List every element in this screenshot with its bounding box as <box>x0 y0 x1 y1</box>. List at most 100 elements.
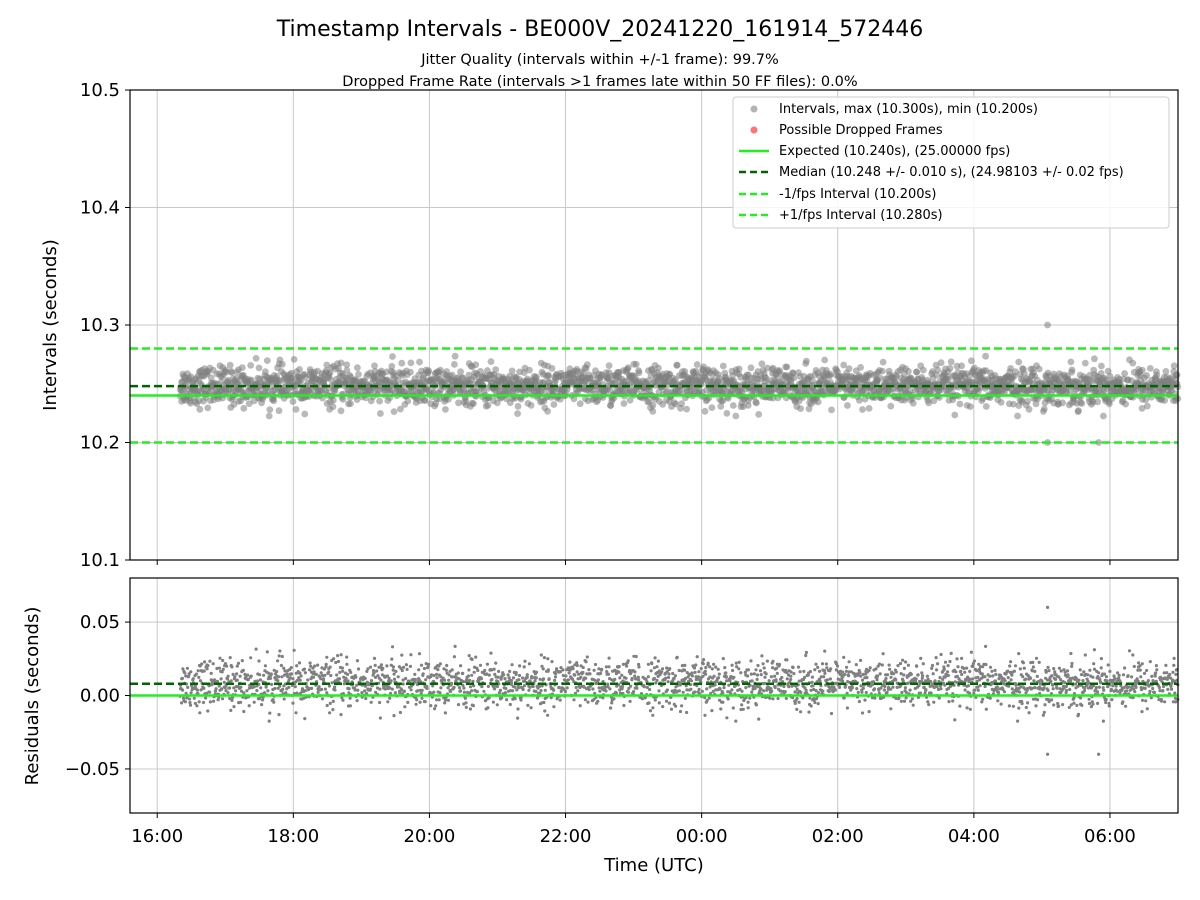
residual-point <box>561 668 565 672</box>
residual-point <box>946 664 950 668</box>
residual-point <box>294 711 298 715</box>
residual-point <box>303 689 307 693</box>
residual-point <box>834 668 839 672</box>
residual-point <box>429 673 434 677</box>
residual-point <box>513 685 517 689</box>
interval-point <box>790 374 798 382</box>
residual-point <box>575 670 579 674</box>
residual-point <box>645 680 649 684</box>
residual-point <box>798 670 802 674</box>
residual-point <box>943 683 947 687</box>
residual-point <box>968 707 972 711</box>
residual-point <box>391 665 395 669</box>
residual-point <box>937 696 941 700</box>
residual-point <box>927 703 931 707</box>
residual-point <box>476 668 480 673</box>
residual-point <box>930 666 934 671</box>
residual-point <box>762 689 766 693</box>
residual-point <box>487 673 491 677</box>
residual-point <box>825 678 830 682</box>
residual-point <box>381 666 385 670</box>
residual-point <box>451 675 455 679</box>
residual-point <box>797 700 801 704</box>
residual-point <box>600 667 604 672</box>
residual-point <box>468 691 472 695</box>
residual-point <box>523 659 527 663</box>
residual-point <box>534 670 539 674</box>
residual-point <box>749 672 754 676</box>
interval-point <box>514 410 521 417</box>
interval-point <box>442 406 449 413</box>
residual-point <box>353 688 357 692</box>
residual-point <box>719 707 723 711</box>
residual-point <box>723 666 727 670</box>
residual-point <box>894 696 898 701</box>
interval-point <box>474 389 481 396</box>
residual-point <box>373 675 378 680</box>
residual-point <box>291 701 295 705</box>
residual-point <box>413 677 417 682</box>
interval-point <box>635 369 643 377</box>
residual-point <box>656 659 661 663</box>
residual-point <box>756 663 760 668</box>
intervals-reference-lines <box>130 347 1178 444</box>
y-tick-label: 10.1 <box>80 550 120 571</box>
residual-point <box>918 691 923 695</box>
residual-point <box>696 675 701 679</box>
residual-point <box>1007 704 1012 708</box>
residual-point <box>929 679 933 684</box>
residual-point <box>737 660 741 664</box>
residual-point <box>420 688 424 693</box>
interval-point <box>388 362 396 370</box>
residual-point <box>485 662 489 666</box>
residual-point <box>582 685 586 689</box>
residual-point <box>332 657 336 661</box>
residual-point <box>1042 710 1046 715</box>
residual-point <box>845 691 849 696</box>
residual-point <box>808 696 812 700</box>
residual-point <box>228 696 232 701</box>
residual-point <box>438 691 442 695</box>
residual-point <box>864 667 869 672</box>
residual-point <box>575 663 579 668</box>
residual-point <box>467 668 471 672</box>
residual-point <box>902 673 906 677</box>
residual-point <box>754 668 758 672</box>
interval-point <box>1143 372 1150 379</box>
interval-point <box>371 362 378 370</box>
residual-point <box>314 672 318 676</box>
residual-point <box>904 696 908 700</box>
residual-point <box>577 672 581 676</box>
residual-point <box>620 684 625 689</box>
residual-point <box>685 710 689 715</box>
residual-point <box>236 661 241 665</box>
residual-point <box>819 675 823 679</box>
residual-point <box>258 678 262 682</box>
residual-point <box>342 682 346 686</box>
residual-point <box>279 663 283 668</box>
residual-point <box>1059 669 1063 673</box>
residual-point <box>613 677 617 682</box>
residual-point <box>456 671 460 675</box>
residual-point <box>181 667 185 671</box>
residual-point <box>208 659 212 663</box>
residual-point <box>677 689 682 693</box>
residual-point <box>694 663 698 667</box>
residual-point <box>282 697 286 701</box>
residual-point <box>822 669 827 673</box>
residual-point <box>636 675 640 679</box>
residual-point <box>198 711 202 715</box>
residual-point <box>313 664 317 668</box>
residual-point <box>787 685 791 689</box>
residual-point <box>943 660 948 664</box>
residual-point <box>417 668 421 672</box>
residual-point <box>204 696 208 700</box>
residual-point <box>400 688 404 692</box>
residual-point <box>683 676 688 681</box>
residual-point <box>446 686 450 690</box>
residual-point <box>559 666 563 670</box>
legend-box <box>732 96 1170 229</box>
residual-point <box>232 686 236 690</box>
residual-point <box>892 672 896 676</box>
residual-point <box>1024 705 1028 710</box>
